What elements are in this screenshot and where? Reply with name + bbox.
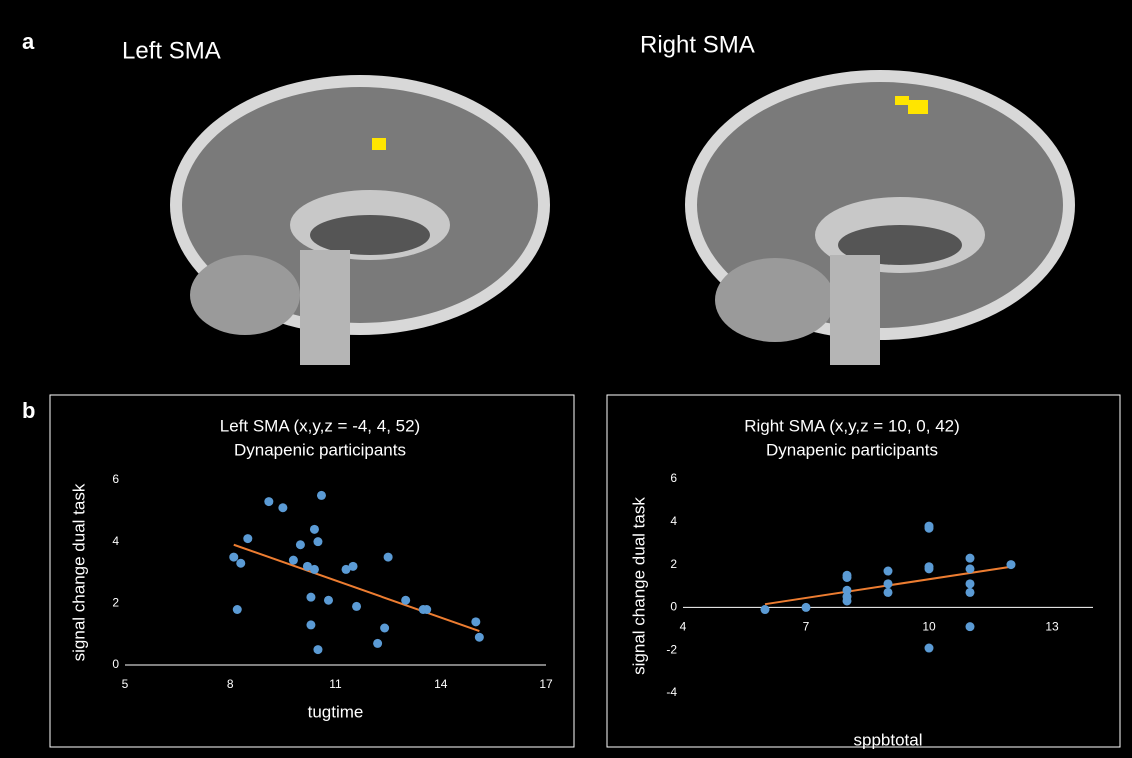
data-point (229, 553, 238, 562)
data-point (966, 622, 975, 631)
data-point (324, 596, 333, 605)
chart-title: Right SMA (x,y,z = 10, 0, 42) (744, 416, 960, 435)
data-point (384, 553, 393, 562)
x-tick-label: 5 (122, 677, 129, 691)
data-point (925, 524, 934, 533)
y-tick-label: 6 (112, 472, 119, 486)
x-tick-label: 4 (680, 620, 687, 634)
y-tick-label: 4 (670, 514, 677, 528)
data-point (380, 624, 389, 633)
y-tick-label: -4 (666, 685, 677, 699)
data-point (317, 491, 326, 500)
chart-subtitle: Dynapenic participants (766, 440, 938, 459)
y-tick-label: 0 (112, 657, 119, 671)
data-point (233, 605, 242, 614)
data-point (884, 588, 893, 597)
data-point (471, 617, 480, 626)
data-point (966, 564, 975, 573)
data-point (313, 537, 322, 546)
y-axis-label: signal change dual task (629, 497, 648, 675)
x-tick-label: 14 (434, 677, 448, 691)
data-point (236, 559, 245, 568)
data-point (352, 602, 361, 611)
chart-title: Left SMA (x,y,z = -4, 4, 52) (220, 416, 420, 435)
brain-image-left (155, 75, 550, 365)
data-point (925, 564, 934, 573)
x-tick-label: 10 (922, 620, 936, 634)
x-tick-label: 13 (1045, 620, 1059, 634)
panel-label: b (22, 398, 35, 423)
x-tick-label: 17 (539, 677, 553, 691)
x-axis-label: tugtime (308, 702, 364, 721)
data-point (401, 596, 410, 605)
y-tick-label: 0 (670, 600, 677, 614)
y-axis-label: signal change dual task (69, 483, 88, 661)
data-point (289, 556, 298, 565)
data-point (966, 579, 975, 588)
trend-line (234, 545, 480, 631)
x-axis-label: sppbtotal (854, 730, 923, 749)
y-tick-label: 6 (670, 471, 677, 485)
data-point (884, 579, 893, 588)
image-title: Right SMA (640, 31, 755, 58)
y-tick-label: -2 (666, 642, 677, 656)
x-tick-label: 11 (329, 677, 342, 691)
data-point (843, 573, 852, 582)
data-point (349, 562, 358, 571)
data-point (306, 620, 315, 629)
data-point (925, 644, 934, 653)
data-point (264, 497, 273, 506)
data-point (310, 525, 319, 534)
data-point (296, 540, 305, 549)
data-point (278, 503, 287, 512)
figure: a b Left SMA Right SMA Left SMA (x,y,z =… (0, 0, 1132, 758)
data-point (802, 603, 811, 612)
data-point (313, 645, 322, 654)
data-point (306, 593, 315, 602)
data-point (884, 567, 893, 576)
panel-label: a (22, 29, 35, 54)
data-point (1007, 560, 1016, 569)
data-point (966, 554, 975, 563)
chart-subtitle: Dynapenic participants (234, 440, 406, 459)
x-tick-label: 8 (227, 677, 234, 691)
data-point (422, 605, 431, 614)
data-point (243, 534, 252, 543)
brain-image-right (680, 70, 1080, 365)
image-title: Left SMA (122, 37, 221, 64)
y-tick-label: 4 (112, 534, 119, 548)
x-tick-label: 7 (803, 620, 810, 634)
data-point (373, 639, 382, 648)
data-point (310, 565, 319, 574)
y-tick-label: 2 (112, 596, 119, 610)
data-point (761, 605, 770, 614)
data-point (475, 633, 484, 642)
data-point (843, 596, 852, 605)
y-tick-label: 2 (670, 557, 677, 571)
data-point (966, 588, 975, 597)
